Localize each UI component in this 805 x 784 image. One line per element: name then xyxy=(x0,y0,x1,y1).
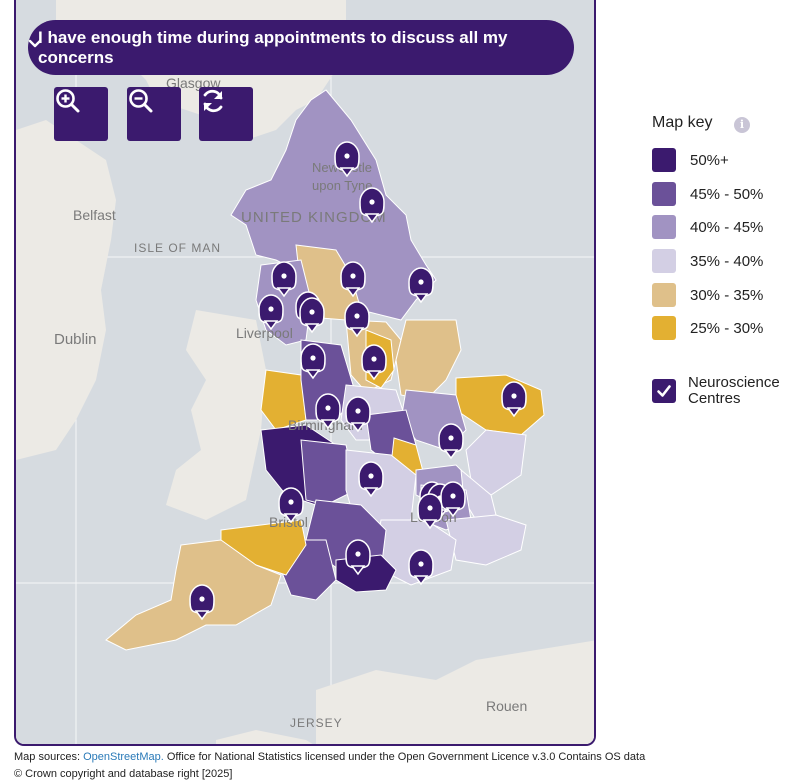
footer-line-2: © Crown copyright and database right [20… xyxy=(14,768,233,780)
france-land xyxy=(316,640,594,744)
chevron-down-icon xyxy=(28,39,42,48)
label-bristol: Bristol xyxy=(269,514,308,530)
neuroscience-toggle[interactable]: Neuroscience Centres xyxy=(652,375,788,407)
map-sources-footer: Map sources: OpenStreetMap. Office for N… xyxy=(14,749,645,783)
legend-swatch xyxy=(652,283,676,307)
legend-item: 50%+ xyxy=(652,148,729,172)
zoom-out-icon xyxy=(129,89,153,113)
legend-label: 45% - 50% xyxy=(690,185,764,203)
legend-item: 35% - 40% xyxy=(652,249,763,273)
map-canvas[interactable]: Glasgow Newcastle upon Tyne UNITED KINGD… xyxy=(16,0,596,746)
legend-label: 25% - 30% xyxy=(690,319,764,337)
england-regions[interactable] xyxy=(105,89,545,651)
reset-view-button[interactable] xyxy=(199,87,253,141)
legend-item: 40% - 45% xyxy=(652,215,763,239)
wales-land xyxy=(166,310,266,520)
region-shropshire[interactable] xyxy=(260,369,307,431)
footer-licence-text: Office for National Statistics licensed … xyxy=(163,751,646,763)
label-rouen: Rouen xyxy=(486,698,527,714)
legend-label: 30% - 35% xyxy=(690,286,764,304)
question-dropdown[interactable]: I have enough time during appointments t… xyxy=(28,20,574,75)
legend-label: 50%+ xyxy=(690,151,729,169)
question-selected-text: I have enough time during appointments t… xyxy=(38,27,508,67)
legend-swatch xyxy=(652,215,676,239)
legend-swatch xyxy=(652,148,676,172)
legend-label: 35% - 40% xyxy=(690,252,764,270)
zoom-in-icon xyxy=(56,89,80,113)
refresh-icon xyxy=(203,89,223,113)
neuroscience-label: Neuroscience Centres xyxy=(688,374,780,407)
region-lincolnshire[interactable] xyxy=(395,319,462,401)
region-gloucester[interactable] xyxy=(300,439,357,506)
legend-swatch xyxy=(652,316,676,340)
openstreetmap-link[interactable]: OpenStreetMap. xyxy=(83,751,164,763)
label-united-kingdom: UNITED KINGDOM xyxy=(241,209,387,226)
region-kent[interactable] xyxy=(445,514,527,566)
neuroscience-checkbox[interactable] xyxy=(652,379,676,403)
legend-swatch xyxy=(652,182,676,206)
label-belfast: Belfast xyxy=(73,207,116,223)
zoom-in-button[interactable] xyxy=(54,87,108,141)
legend-item: 25% - 30% xyxy=(652,316,763,340)
legend-item: 30% - 35% xyxy=(652,283,763,307)
label-newcastle-2: upon Tyne xyxy=(312,178,372,193)
info-icon[interactable]: i xyxy=(734,117,750,133)
france-west-land xyxy=(216,730,313,744)
zoom-out-button[interactable] xyxy=(127,87,181,141)
label-isle-of-man: ISLE OF MAN xyxy=(134,241,221,255)
footer-line-1: Map sources: OpenStreetMap. Office for N… xyxy=(14,749,645,766)
checkmark-icon xyxy=(657,385,671,397)
ireland-land xyxy=(16,120,116,460)
label-dublin: Dublin xyxy=(54,331,97,348)
legend-title: Map key xyxy=(652,114,713,131)
footer-prefix: Map sources: xyxy=(14,751,84,763)
legend-swatch xyxy=(652,249,676,273)
label-jersey: JERSEY xyxy=(290,716,343,730)
legend-item: 45% - 50% xyxy=(652,182,763,206)
map-container[interactable]: Glasgow Newcastle upon Tyne UNITED KINGD… xyxy=(14,0,596,746)
label-liverpool: Liverpool xyxy=(236,325,293,341)
map-legend: Map key i 50%+ 45% - 50% 40% - 45% 35% -… xyxy=(652,112,802,407)
legend-label: 40% - 45% xyxy=(690,218,764,236)
